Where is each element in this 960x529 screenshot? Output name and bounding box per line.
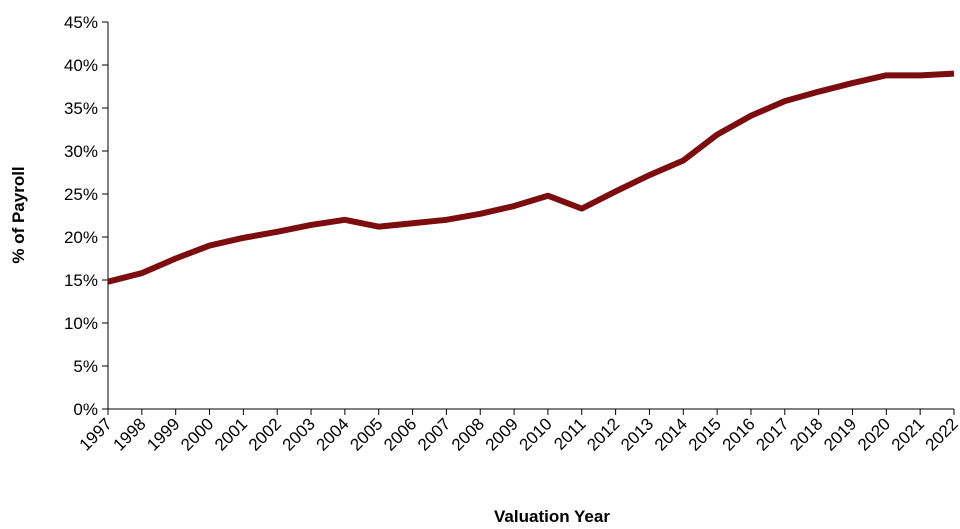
x-tick-label: 2017: [752, 414, 792, 454]
x-tick-label: 1998: [109, 414, 149, 454]
x-tick-label: 1997: [76, 414, 116, 454]
x-tick-label: 2014: [651, 414, 691, 454]
x-tick-label: 2016: [719, 414, 759, 454]
x-tick-label: 2009: [482, 414, 522, 454]
x-tick-label: 2012: [583, 414, 623, 454]
x-tick-label: 2003: [279, 414, 319, 454]
x-tick-label: 2011: [550, 414, 589, 453]
x-tick-label: 2013: [617, 414, 657, 454]
x-tick-label: 2020: [854, 414, 894, 454]
x-tick-label: 2005: [346, 414, 386, 454]
x-tick-label: 1999: [143, 414, 183, 454]
y-tick-label: 15%: [64, 271, 98, 290]
y-tick-label: 25%: [64, 185, 98, 204]
x-tick-label: 2001: [211, 414, 251, 454]
x-tick-label: 2000: [177, 414, 217, 454]
x-tick-label: 2008: [448, 414, 488, 454]
y-tick-label: 0%: [73, 400, 98, 419]
x-tick-label: 2006: [380, 414, 420, 454]
y-tick-label: 40%: [64, 56, 98, 75]
x-tick-label: 2015: [685, 414, 725, 454]
x-tick-label: 2004: [313, 414, 353, 454]
y-tick-label: 30%: [64, 142, 98, 161]
x-tick-label: 2021: [888, 414, 928, 454]
x-tick-label: 2002: [245, 414, 285, 454]
y-tick-label: 5%: [73, 357, 98, 376]
x-tick-label: 2022: [922, 414, 960, 454]
y-axis-title: % of Payroll: [9, 166, 28, 263]
y-tick-label: 10%: [64, 314, 98, 333]
y-tick-label: 45%: [64, 13, 98, 32]
x-axis-title: Valuation Year: [494, 507, 610, 526]
x-tick-label: 2018: [786, 414, 826, 454]
x-tick-label: 2010: [516, 414, 556, 454]
y-tick-label: 35%: [64, 99, 98, 118]
y-tick-label: 20%: [64, 228, 98, 247]
x-tick-label: 2019: [820, 414, 860, 454]
x-tick-label: 2007: [414, 414, 454, 454]
data-line: [107, 70, 955, 285]
